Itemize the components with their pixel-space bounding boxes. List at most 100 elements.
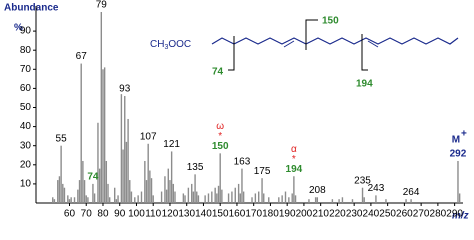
x-tick-label: 280 (430, 209, 447, 220)
peak (57, 180, 59, 203)
y-axis-unit: % (14, 23, 23, 34)
peak (385, 199, 387, 203)
x-tick-label: 260 (396, 209, 413, 220)
x-tick-label: 60 (64, 209, 76, 220)
peak-label: 93 (119, 84, 131, 95)
x-tick-label: 80 (97, 209, 109, 220)
peak (458, 193, 461, 203)
peak (117, 195, 119, 203)
peak (197, 195, 200, 203)
peak (73, 197, 76, 203)
peak (196, 191, 198, 203)
fragment-label: 194 (356, 79, 373, 90)
peak (149, 170, 151, 203)
peak (152, 195, 154, 203)
peak-label: 67 (76, 51, 88, 62)
peak (172, 183, 175, 203)
peak (114, 187, 116, 203)
peak-label: 292 (450, 149, 467, 160)
peak (108, 197, 111, 203)
y-tick-label: 60 (20, 83, 32, 94)
y-axis-label: Abundance (4, 3, 59, 14)
peak (184, 195, 186, 203)
peak (78, 180, 81, 203)
y-tick-label: 80 (20, 45, 32, 56)
peak (92, 183, 94, 203)
peak (261, 178, 263, 203)
peak-label: 243 (368, 183, 385, 194)
peak (341, 197, 344, 203)
marker-symbol: ω (216, 121, 224, 132)
peak (278, 197, 280, 203)
peak (164, 176, 166, 203)
peak (167, 168, 169, 203)
peak (115, 199, 118, 203)
peak (258, 191, 260, 203)
peak (237, 183, 240, 203)
peak (191, 183, 193, 203)
y-tick-label: 50 (20, 102, 32, 113)
peak (284, 191, 287, 203)
cleavage-line (305, 19, 318, 50)
peak (58, 176, 61, 203)
y-tick-label: 20 (20, 159, 32, 170)
peak-label: 79 (96, 0, 108, 11)
cleavage-line (361, 34, 368, 71)
peak (127, 118, 129, 203)
x-tick-label: 180 (262, 209, 279, 220)
peak (77, 189, 79, 203)
x-tick-label: 250 (379, 209, 396, 220)
peak (129, 180, 131, 203)
peak (187, 187, 190, 203)
peak (53, 199, 56, 203)
peak (331, 199, 334, 203)
peak (174, 191, 176, 203)
peak-label: 175 (254, 166, 271, 177)
peak (140, 191, 143, 203)
peak (221, 189, 223, 203)
peak-label: 55 (56, 133, 68, 144)
peak (363, 197, 365, 203)
peak (219, 153, 221, 203)
y-tick-label: 90 (20, 26, 32, 37)
peak (85, 195, 87, 203)
peak-label: 135 (187, 162, 204, 173)
double-bond (283, 40, 295, 48)
peak (68, 199, 71, 203)
peak (137, 195, 139, 203)
peak (361, 187, 364, 203)
peak (165, 189, 168, 203)
peak (241, 168, 243, 203)
peak (216, 193, 218, 203)
peak (170, 151, 173, 203)
y-tick-label: 10 (20, 179, 32, 190)
peak (100, 12, 103, 203)
x-tick-label: 150 (212, 209, 229, 220)
peak (62, 183, 64, 203)
peak (93, 193, 96, 203)
peak (227, 193, 230, 203)
x-tick-label: 290 (446, 209, 463, 220)
peak (122, 149, 124, 203)
peak (87, 197, 89, 203)
molecular-ion: M (452, 135, 460, 146)
peak (211, 191, 213, 203)
peak (194, 174, 196, 203)
peak (231, 191, 233, 203)
peak (316, 197, 319, 203)
double-bond (367, 40, 379, 48)
peak (308, 199, 310, 203)
x-tick-label: 120 (162, 209, 179, 220)
peak (217, 185, 220, 203)
marker-symbol: α (291, 144, 297, 155)
peak (52, 197, 54, 203)
x-tick-label: 140 (195, 209, 212, 220)
molecular-ion-charge: + (461, 129, 467, 140)
peak-label: 121 (163, 139, 180, 150)
x-tick-label: 240 (363, 209, 380, 220)
peak (80, 63, 82, 203)
peak (150, 178, 153, 203)
y-tick-label: 40 (20, 121, 32, 132)
peak (160, 191, 163, 203)
peak-label: 107 (140, 131, 157, 142)
